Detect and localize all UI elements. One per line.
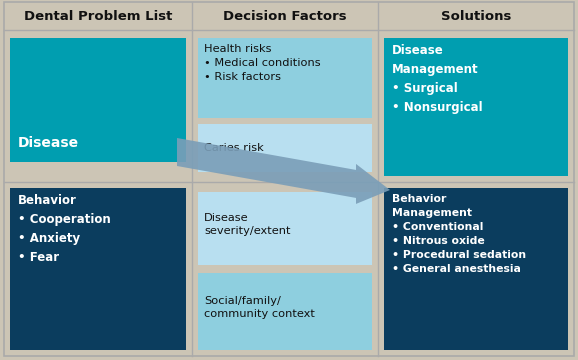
FancyBboxPatch shape xyxy=(198,124,372,172)
Polygon shape xyxy=(177,138,390,204)
Text: Disease
Management
• Surgical
• Nonsurgical: Disease Management • Surgical • Nonsurgi… xyxy=(392,44,483,114)
Text: Disease
severity/extent: Disease severity/extent xyxy=(204,213,291,236)
FancyBboxPatch shape xyxy=(4,2,574,356)
Text: Decision Factors: Decision Factors xyxy=(223,9,347,23)
FancyBboxPatch shape xyxy=(198,38,372,118)
FancyBboxPatch shape xyxy=(198,273,372,350)
Text: Behavior
Management
• Conventional
• Nitrous oxide
• Procedural sedation
• Gener: Behavior Management • Conventional • Nit… xyxy=(392,194,526,274)
FancyBboxPatch shape xyxy=(10,188,186,350)
FancyBboxPatch shape xyxy=(10,38,186,162)
FancyBboxPatch shape xyxy=(384,188,568,350)
Text: Health risks
• Medical conditions
• Risk factors: Health risks • Medical conditions • Risk… xyxy=(204,44,321,82)
Text: Caries risk: Caries risk xyxy=(204,143,264,153)
Text: Dental Problem List: Dental Problem List xyxy=(24,9,172,23)
FancyBboxPatch shape xyxy=(198,192,372,265)
Text: Disease: Disease xyxy=(18,136,79,150)
FancyBboxPatch shape xyxy=(384,38,568,176)
Text: Solutions: Solutions xyxy=(441,9,511,23)
Text: Social/family/
community context: Social/family/ community context xyxy=(204,296,315,319)
Text: Behavior
• Cooperation
• Anxiety
• Fear: Behavior • Cooperation • Anxiety • Fear xyxy=(18,194,111,264)
